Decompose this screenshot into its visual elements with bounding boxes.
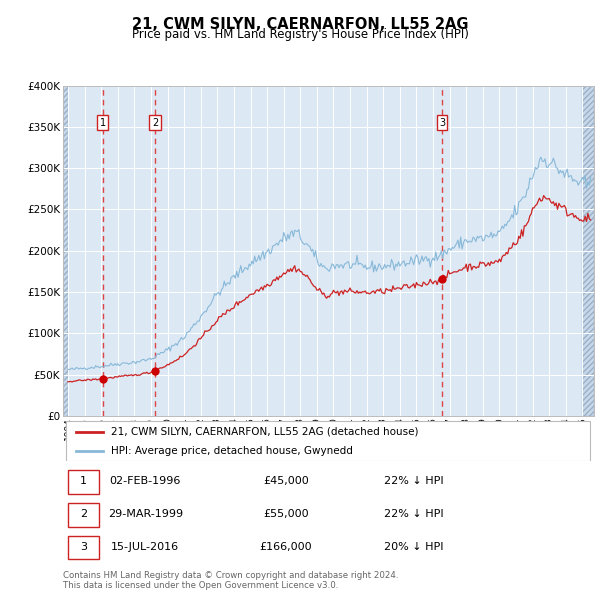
Bar [583,86,594,416]
Text: 2: 2 [152,118,158,127]
Text: 20% ↓ HPI: 20% ↓ HPI [384,542,443,552]
Text: £55,000: £55,000 [263,509,309,519]
Text: HPI: Average price, detached house, Gwynedd: HPI: Average price, detached house, Gwyn… [111,445,353,455]
FancyBboxPatch shape [65,421,590,461]
Text: 02-FEB-1996: 02-FEB-1996 [110,476,181,486]
Text: This data is licensed under the Open Government Licence v3.0.: This data is licensed under the Open Gov… [63,581,338,589]
Text: 1: 1 [100,118,106,127]
Text: 22% ↓ HPI: 22% ↓ HPI [383,476,443,486]
Text: 29-MAR-1999: 29-MAR-1999 [108,509,183,519]
Text: £45,000: £45,000 [263,476,309,486]
Text: 15-JUL-2016: 15-JUL-2016 [111,542,179,552]
Text: Price paid vs. HM Land Registry's House Price Index (HPI): Price paid vs. HM Land Registry's House … [131,28,469,41]
Text: 2: 2 [80,509,87,519]
FancyBboxPatch shape [68,503,99,527]
FancyBboxPatch shape [68,470,99,494]
Text: 21, CWM SILYN, CAERNARFON, LL55 2AG: 21, CWM SILYN, CAERNARFON, LL55 2AG [132,17,468,31]
Text: 22% ↓ HPI: 22% ↓ HPI [383,509,443,519]
Text: 3: 3 [439,118,445,127]
Text: 1: 1 [80,476,87,486]
Text: £166,000: £166,000 [260,542,313,552]
Text: Contains HM Land Registry data © Crown copyright and database right 2024.: Contains HM Land Registry data © Crown c… [63,571,398,580]
Bar [583,86,594,416]
Text: 21, CWM SILYN, CAERNARFON, LL55 2AG (detached house): 21, CWM SILYN, CAERNARFON, LL55 2AG (det… [111,427,418,437]
Bar [63,86,68,416]
Bar [63,86,68,416]
FancyBboxPatch shape [68,536,99,559]
Text: 3: 3 [80,542,87,552]
